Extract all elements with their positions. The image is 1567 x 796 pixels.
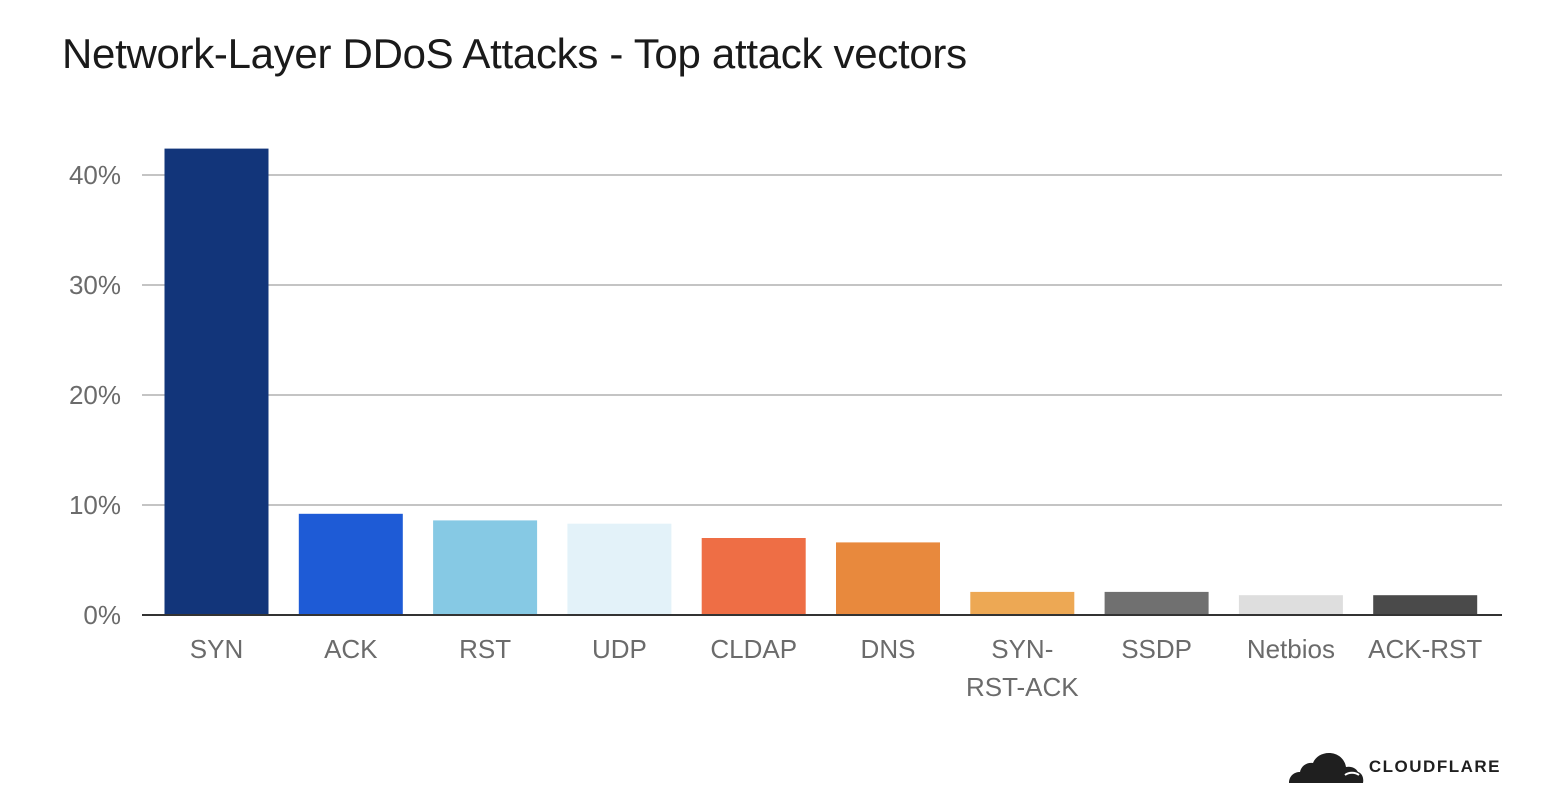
bar-ssdp [1104,591,1209,615]
y-tick-label: 30% [69,270,121,300]
x-tick-label: CLDAP [710,634,797,664]
x-tick-label: RST [459,634,511,664]
x-tick-labels: SYN ACK RST UDP CLDAP DNS SYN- RST-ACK SSDP Netbi… [190,634,1483,702]
x-tick-label: SSDP [1121,634,1192,664]
y-tick-label: 20% [69,380,121,410]
y-tick-label: 0% [83,600,121,630]
grid-lines [142,174,1502,506]
x-tick-label: SYN- [991,634,1053,664]
logo-text: CLOUDFLARE [1368,757,1501,776]
y-tick-label: 10% [69,490,121,520]
x-tick-label: Netbios [1247,634,1335,664]
bar-syn [164,148,269,615]
x-tick-label: SYN [190,634,243,664]
bar-cldap [701,538,806,615]
x-tick-label: ACK [324,634,378,664]
bar-ack [298,513,403,615]
bars [164,148,1478,615]
bar-dns [836,542,940,615]
bar-syn-rst-ack [970,591,1075,615]
x-tick-label: DNS [861,634,916,664]
y-tick-label: 40% [69,160,121,190]
x-tick-label: UDP [592,634,647,664]
bar-rst [433,520,538,615]
x-tick-label: ACK-RST [1368,634,1482,664]
bar-udp [567,523,672,615]
chart-title: Network-Layer DDoS Attacks - Top attack … [62,30,967,77]
bar-ack-rst [1373,595,1478,615]
y-tick-labels: 0% 10% 20% 30% 40% [69,160,121,630]
bar-netbios [1238,595,1343,615]
cloud-icon [1288,753,1364,783]
x-tick-label: RST-ACK [966,672,1079,702]
cloudflare-logo: CLOUDFLARE [1285,750,1501,784]
